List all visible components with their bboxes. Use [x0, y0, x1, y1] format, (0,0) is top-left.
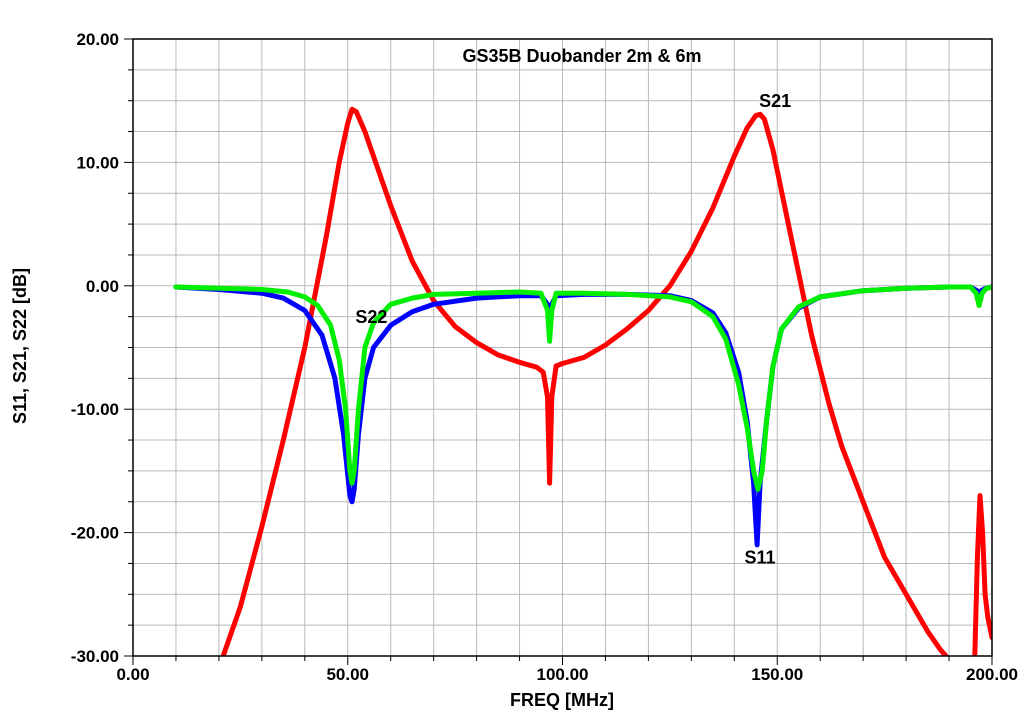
- x-axis-ticks: 0.00 50.00 100.00 150.00 200.00: [116, 656, 1018, 684]
- series-line-s21: [220, 106, 949, 656]
- y-tick-label: -20.00: [71, 524, 119, 543]
- y-tick-label: -30.00: [71, 647, 119, 666]
- x-tick-label: 50.00: [326, 665, 369, 684]
- y-tick-label: 20.00: [76, 30, 119, 49]
- annotations: S21 S22 S11: [355, 91, 791, 568]
- series-line-s11: [173, 284, 992, 548]
- y-axis-label: S11, S21, S22 [dB]: [10, 268, 30, 424]
- annotation-s11: S11: [745, 547, 776, 567]
- plot-frame: [132, 38, 993, 657]
- x-axis-label: FREQ [MHz]: [510, 690, 614, 710]
- y-axis-ticks: 20.00 10.00 0.00 -10.00 -20.00 -30.00: [71, 30, 133, 666]
- x-tick-label: 200.00: [966, 665, 1018, 684]
- annotation-s22: S22: [355, 307, 387, 327]
- series-line-s22: [173, 284, 992, 492]
- series-line-s21: [972, 493, 992, 656]
- chart-title: GS35B Duobander 2m & 6m: [462, 46, 701, 66]
- x-tick-label: 150.00: [751, 665, 803, 684]
- y-tick-label: 0.00: [86, 277, 119, 296]
- x-tick-label: 0.00: [116, 665, 149, 684]
- annotation-s21: S21: [759, 91, 791, 111]
- y-tick-label: -10.00: [71, 400, 119, 419]
- y-tick-label: 10.00: [76, 153, 119, 172]
- x-tick-label: 100.00: [537, 665, 589, 684]
- grid: [132, 38, 993, 657]
- series-group: [173, 106, 992, 656]
